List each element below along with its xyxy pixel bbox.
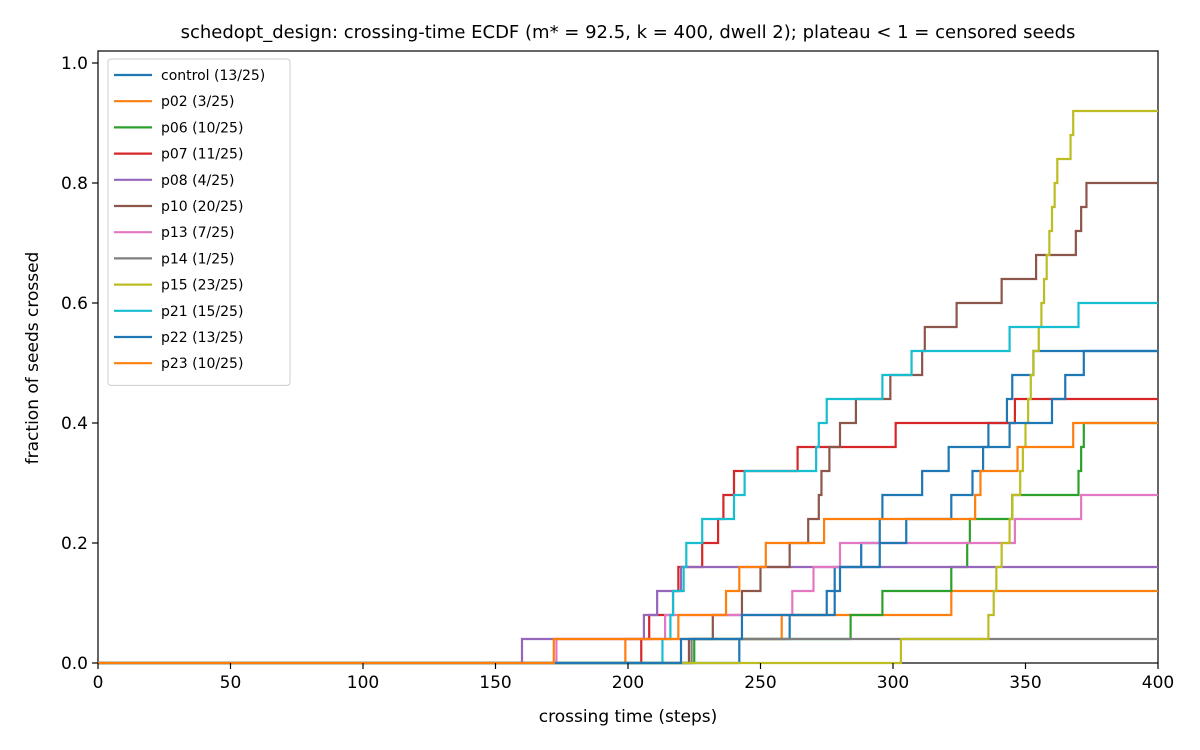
- legend: control (13/25) p02 (3/25) p06 (10/25) p07 …: [107, 58, 291, 386]
- series-line-11: [98, 421, 1158, 665]
- series-line-8: [98, 109, 1158, 665]
- legend-label-10: p22 (13/25): [161, 330, 243, 346]
- y-tick-label: 0.2: [61, 534, 88, 554]
- y-tick-label: 0.8: [61, 174, 88, 194]
- legend-label-6: p13 (7/25): [161, 225, 235, 241]
- series-line-5: [98, 181, 1158, 665]
- x-tick-label: 200: [612, 673, 644, 693]
- chart-title: schedopt_design: crossing-time ECDF (m* …: [181, 22, 1076, 43]
- x-tick-label: 300: [877, 673, 909, 693]
- y-tick-label: 0.6: [61, 294, 88, 314]
- x-tick-label: 400: [1142, 673, 1174, 693]
- legend-label-4: p08 (4/25): [161, 173, 235, 189]
- x-tick-label: 0: [93, 673, 104, 693]
- legend-label-11: p23 (10/25): [161, 356, 243, 372]
- series-line-7: [98, 637, 1158, 665]
- y-tick-label: 0.0: [61, 654, 88, 674]
- series-line-6: [98, 493, 1158, 665]
- series-line-9: [98, 301, 1158, 665]
- series-line-4: [98, 565, 1158, 665]
- legend-label-8: p15 (23/25): [161, 278, 243, 294]
- legend-label-2: p06 (10/25): [161, 120, 243, 136]
- x-tick-label: 100: [347, 673, 379, 693]
- legend-frame: [107, 58, 291, 386]
- legend-label-5: p10 (20/25): [161, 199, 243, 215]
- series-line-10: [98, 349, 1158, 665]
- x-tick-label: 250: [744, 673, 776, 693]
- legend-label-9: p21 (15/25): [161, 304, 243, 320]
- series-line-1: [98, 589, 1158, 665]
- x-axis-label: crossing time (steps): [539, 707, 717, 727]
- x-tick-label: 350: [1009, 673, 1041, 693]
- y-tick-label: 0.4: [61, 414, 88, 434]
- plot-area: 0 50 100 150 200 250 300 350 400 0.0 0.2 0.4 0.6 0.8 1…: [61, 50, 1174, 693]
- series-layer: [98, 109, 1158, 665]
- legend-label-1: p02 (3/25): [161, 94, 235, 110]
- ticks-layer: 0 50 100 150 200 250 300 350 400 0.0 0.2 0.4 0.6 0.8 1…: [61, 54, 1174, 693]
- legend-label-3: p07 (11/25): [161, 147, 243, 163]
- y-axis-label: fraction of seeds crossed: [23, 252, 43, 465]
- legend-label-0: control (13/25): [161, 68, 265, 84]
- x-tick-label: 50: [220, 673, 242, 693]
- y-tick-label: 1.0: [61, 54, 88, 74]
- legend-label-7: p14 (1/25): [161, 251, 235, 267]
- series-line-0: [98, 349, 1158, 665]
- x-tick-label: 150: [479, 673, 511, 693]
- series-line-3: [98, 397, 1158, 665]
